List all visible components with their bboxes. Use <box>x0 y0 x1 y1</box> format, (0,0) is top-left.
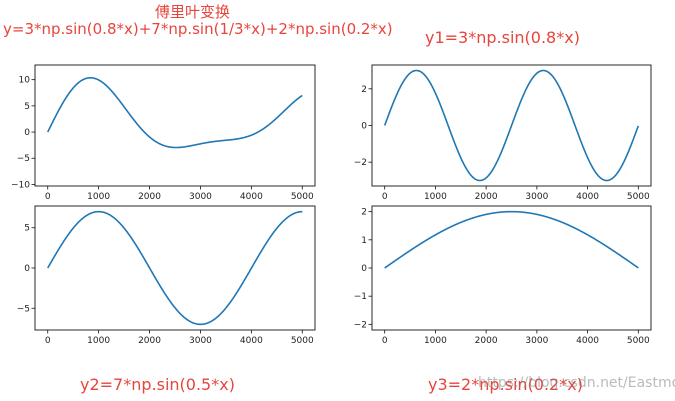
y-tick-label: −2 <box>354 158 367 168</box>
x-tick-label: 5000 <box>291 192 314 202</box>
y1-formula-label: y1=3*np.sin(0.8*x) <box>425 28 580 47</box>
y-tick-label: 0 <box>24 264 30 274</box>
x-tick-label: 0 <box>45 336 51 346</box>
x-tick-label: 3000 <box>189 336 212 346</box>
x-tick-label: 5000 <box>627 336 650 346</box>
x-tick-label: 2000 <box>138 192 161 202</box>
x-tick-label: 4000 <box>576 192 599 202</box>
y-tick-label: −1 <box>354 292 367 302</box>
x-tick-label: 3000 <box>189 192 212 202</box>
x-tick-label: 0 <box>382 336 388 346</box>
subplot-y1: 0 1000 2000 3000 4000 5000 −2 0 2 <box>354 64 652 202</box>
series-line-y2 <box>47 210 303 326</box>
y-tick-label: −2 <box>354 320 367 330</box>
subplot-y3: 0 1000 2000 3000 4000 5000 −2 −1 0 1 2 <box>354 205 652 346</box>
x-tick-label: 1000 <box>87 336 110 346</box>
y-tick-label: 0 <box>361 264 367 274</box>
x-tick-label: 1000 <box>424 192 447 202</box>
y-tick-label: 1 <box>361 236 367 246</box>
x-tick-label: 3000 <box>525 336 548 346</box>
series-line-y <box>47 76 303 149</box>
x-tick-label: 1000 <box>87 192 110 202</box>
watermark-text: https://blog.csdn.net/Eastmount <box>478 375 675 391</box>
page-title: 傅里叶变换 <box>154 3 230 21</box>
x-tick-label: 1000 <box>424 336 447 346</box>
y-tick-label: 2 <box>361 85 367 95</box>
combined-formula-label: y=3*np.sin(0.8*x)+7*np.sin(1/3*x)+2*np.s… <box>3 20 393 38</box>
axes-frame-y3 <box>371 205 652 331</box>
x-tick-label: 3000 <box>525 192 548 202</box>
x-tick-label: 2000 <box>475 192 498 202</box>
x-tick-label: 4000 <box>240 192 263 202</box>
y-tick-label: 5 <box>24 102 30 112</box>
y3-formula-label: y3=2*np.sin(0.2*x) <box>428 375 583 394</box>
axes-frame-combined <box>34 64 316 187</box>
x-tick-label: 2000 <box>475 336 498 346</box>
series-line-y3 <box>384 210 639 269</box>
y2-formula-label: y2=7*np.sin(0.5*x) <box>80 375 235 394</box>
y-tick-label: −10 <box>11 180 30 190</box>
x-tick-label: 4000 <box>576 336 599 346</box>
x-tick-label: 0 <box>45 192 51 202</box>
y-tick-label: −5 <box>17 154 30 164</box>
y-tick-label: 0 <box>361 122 367 132</box>
y-tick-label: −5 <box>17 304 30 314</box>
x-tick-label: 5000 <box>627 192 650 202</box>
x-tick-label: 5000 <box>291 336 314 346</box>
y-tick-label: 2 <box>361 208 367 218</box>
subplot-y2: 0 1000 2000 3000 4000 5000 −5 0 5 <box>17 205 316 346</box>
y-tick-label: 10 <box>19 76 31 86</box>
y-tick-label: 0 <box>24 128 30 138</box>
y-tick-label: 5 <box>24 224 30 234</box>
x-tick-label: 4000 <box>240 336 263 346</box>
x-tick-label: 0 <box>382 192 388 202</box>
series-line-y1 <box>383 69 640 182</box>
subplot-combined: 0 1000 2000 3000 4000 5000 −10 −5 0 5 10 <box>11 64 316 202</box>
x-tick-label: 2000 <box>138 336 161 346</box>
